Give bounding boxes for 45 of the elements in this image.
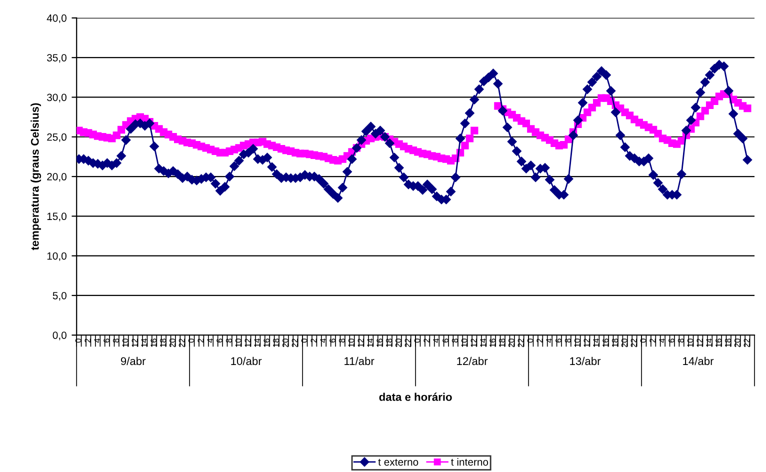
x-tick-label: 22 (744, 338, 750, 348)
x-tick-label: 14 (706, 338, 712, 347)
x-tick-label: 22 (630, 338, 637, 348)
y-tick-label: 5,0 (52, 292, 66, 301)
x-tick-label: 2 (424, 338, 430, 343)
x-tick-label: 4 (94, 338, 100, 343)
y-tick-label: 40,0 (46, 14, 66, 24)
x-tick-label: 12 (696, 338, 703, 347)
y-tick-label: 30,0 (47, 94, 66, 102)
x-tick-label: 12 (358, 338, 364, 347)
x-tick-label: 14 (593, 338, 599, 347)
y-tick-label: 0,0 (52, 332, 66, 340)
text: 13/abr (570, 356, 601, 366)
legend-label: t interno (451, 458, 488, 466)
y-tick-label: 25,0 (47, 133, 66, 142)
x-tick-label: 14 (367, 338, 373, 347)
y-tick-label: 35,0 (47, 54, 66, 63)
x-tick-label: 22 (518, 338, 524, 348)
x-tick-label: 14 (141, 338, 148, 347)
x-tick-label: 12 (470, 338, 477, 347)
x-tick-label: 6 (330, 338, 336, 343)
y-axis-title: temperatura (graus Celsius) (30, 103, 42, 250)
x-tick-label: 2 (198, 338, 204, 343)
x-axis-title: data e horário (379, 392, 452, 401)
x-tick-label: 2 (310, 338, 316, 343)
x-tick-label: 14 (254, 338, 260, 347)
x-tick-label: 6 (216, 338, 222, 343)
text: 12/abr (457, 356, 488, 366)
x-tick-label: 6 (668, 338, 674, 343)
y-tick-label: 10,0 (47, 252, 66, 261)
x-tick-label: 6 (555, 338, 562, 343)
x-tick-label: 2 (84, 338, 91, 343)
x-tick-label: 6 (442, 338, 448, 343)
x-tick-label: 12 (584, 338, 590, 347)
x-tick-label: 2 (650, 338, 656, 343)
x-tick-label: 14 (480, 338, 486, 347)
text: 9/abr (120, 356, 146, 366)
y-tick-label: 20,0 (47, 173, 66, 182)
y-tick-label: 15,0 (47, 212, 66, 222)
text: 10/abr (231, 356, 262, 366)
text: 14/abr (683, 356, 714, 366)
x-tick-label: 2 (536, 338, 542, 343)
x-tick-label: 6 (104, 338, 110, 343)
text: 11/abr (344, 356, 374, 366)
legend-label: t externo (378, 458, 418, 466)
